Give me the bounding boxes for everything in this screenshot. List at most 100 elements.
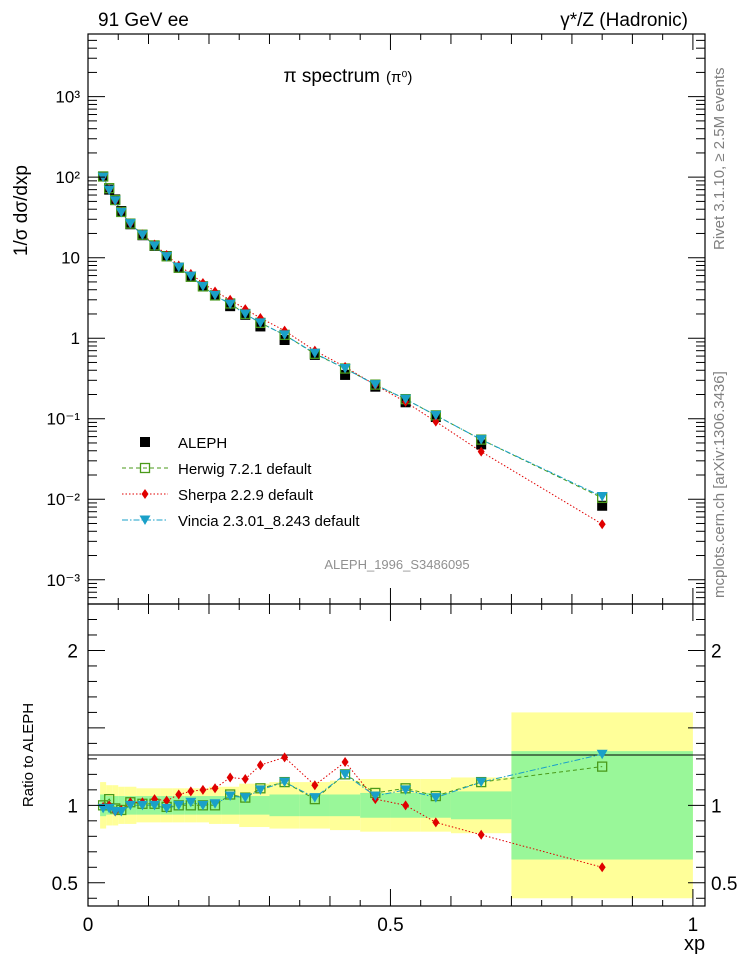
ratio-point-vincia [209,799,221,809]
main-ticks: 10⁻³ 10⁻² 10⁻¹ 1 10 10² 10³ [46,33,705,605]
ratio-point-sherpa [163,795,171,806]
ratio-y-tick-label: 0.5 [52,874,78,895]
main-point-vincia [400,394,412,405]
y-tick-label: 10⁻¹ [46,410,80,429]
ratio-panel: 0.5 0.51 12 20 0.5 1 Ratio to ALEPH xp [20,603,737,955]
main-title-suffix: (π⁰) [386,69,412,86]
main-point-aleph [597,500,608,511]
ratio-y-tick-label: 2 [67,641,78,662]
band-inner [450,791,512,820]
ratio-point-sherpa [187,786,195,797]
band-inner [511,751,693,860]
main-point-vincia [185,271,197,282]
main-point-vincia [430,410,442,421]
main-title: π spectrum [283,66,380,87]
ratio-marks [97,749,608,873]
rivet-label: Rivet 3.1.10, ≥ 2.5M events [711,68,728,251]
legend-label-herwig: Herwig 7.2.1 default [178,461,312,478]
ratio-point-vincia [430,793,442,803]
ratio-point-sherpa [477,829,485,840]
main-marks [97,171,608,530]
main-point-vincia [197,281,209,292]
header-right: γ*/Z (Hadronic) [560,10,688,31]
ratio-point-vincia [103,803,115,814]
band-inner [269,794,300,817]
ratio-point-sherpa [226,772,234,783]
ratio-y-tick-label: 1 [67,796,78,817]
ratio-point-vincia [224,791,236,802]
legend-marker-herwig [139,462,151,474]
analysis-label: ALEPH_1996_S3486095 [324,557,469,572]
ratio-point-vincia [279,777,291,788]
ratio-frame [87,603,706,907]
ratio-point-vincia [596,749,608,760]
main-point-vincia [103,185,115,196]
legend-marker-vincia [139,515,151,525]
ratio-point-vincia [254,785,266,795]
ratio-point-sherpa [341,756,349,767]
ratio-point-sherpa [211,783,219,794]
ratio-point-vincia [124,800,136,811]
x-tick-label: 0 [83,915,94,936]
main-point-aleph [340,369,351,380]
main-point-vincia [475,435,487,445]
mcplots-label: mcplots.cern.ch [arXiv:1306.3436] [711,371,728,598]
main-point-vincia [339,364,351,374]
ratio-ticks: 0.5 0.51 12 20 0.5 1 [52,604,737,936]
y-tick-label: 10² [55,168,80,187]
legend-marker-sherpa [141,489,149,499]
band-inner [329,794,361,817]
main-point-sherpa [477,446,485,457]
band-inner [239,796,270,815]
ratio-y-label: Ratio to ALEPH [20,703,37,807]
main-point-vincia [173,262,185,273]
y-axis-label: 1/σ dσ/dxp [11,165,32,256]
main-point-vincia [109,196,121,206]
band-inner [299,794,330,817]
main-point-vincia [369,380,381,390]
ratio-point-sherpa [199,784,207,795]
main-point-vincia [136,230,148,240]
ratio-point-sherpa [311,780,319,791]
ratio-point-vincia [339,769,351,780]
main-point-vincia [309,348,321,359]
band-inner [112,796,119,815]
main-point-vincia [124,219,136,229]
legend-marker-aleph [140,437,150,447]
ratio-point-sherpa [281,752,289,763]
header-left: 91 GeV ee [98,10,189,31]
legend-entry-herwig: Herwig 7.2.1 default [122,461,312,478]
legend-label-aleph: ALEPH [178,435,227,452]
legend-label-sherpa: Sherpa 2.2.9 default [178,487,314,504]
ratio-point-vincia [149,800,161,811]
ratio-point-sherpa [241,774,249,785]
ratio-point-sherpa [175,789,183,800]
main-point-vincia [161,252,173,262]
y-tick-label: 10⁻³ [46,571,80,590]
main-point-vincia [596,492,608,502]
ratio-point-vincia [115,807,127,817]
ratio-point-vincia [185,797,197,808]
ratio-point-vincia [161,803,173,814]
main-point-sherpa [598,519,606,530]
x-axis-label: xp [684,933,705,955]
main-point-vincia [224,299,236,310]
y-tick-label: 1 [71,329,80,348]
legend: ALEPH Herwig 7.2.1 default Sherpa 2.2.9 de… [122,435,360,530]
x-tick-label: 0.5 [377,915,403,936]
ratio-y-tick-label-right: 0.5 [711,874,737,895]
main-point-vincia [149,241,161,251]
main-point-vincia [254,318,266,328]
main-point-sherpa [432,416,440,427]
ratio-point-vincia [197,800,209,811]
ratio-point-vincia [173,800,185,811]
y-tick-label: 10⁻² [46,490,80,509]
y-tick-label: 10³ [55,88,80,107]
legend-entry-aleph: ALEPH [140,435,227,452]
main-point-vincia [115,207,127,218]
ratio-point-sherpa [402,800,410,811]
y-tick-label: 10 [61,249,80,268]
ratio-bands [100,712,693,899]
legend-entry-sherpa: Sherpa 2.2.9 default [122,487,314,504]
ratio-point-sherpa [598,862,606,873]
